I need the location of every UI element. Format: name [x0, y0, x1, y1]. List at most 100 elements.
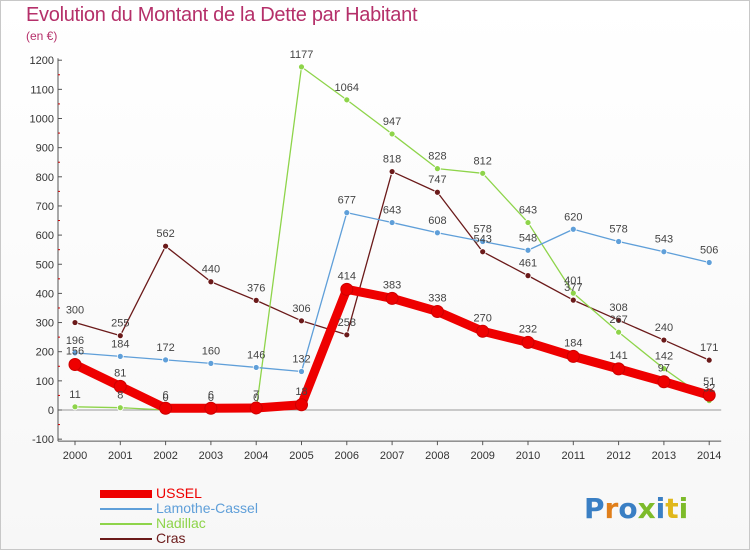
- data-point-nadillac: [388, 130, 396, 138]
- data-label-ussel: 156: [66, 346, 84, 358]
- y-tick-label: 1000: [30, 114, 54, 126]
- data-label-ussel: 6: [208, 389, 214, 401]
- data-label-lamothe-cassel: 608: [428, 215, 446, 227]
- x-tick-label: 2011: [561, 450, 585, 462]
- chart-unit: (en €): [26, 29, 58, 43]
- data-label-ussel: 383: [383, 279, 401, 291]
- data-point-cras: [615, 316, 622, 324]
- data-label-cras: 258: [338, 317, 356, 329]
- logo-letter: r: [604, 492, 619, 525]
- data-label-lamothe-cassel: 677: [338, 195, 356, 207]
- legend-label-nadillac: Nadillac: [156, 515, 206, 531]
- data-point-nadillac: [615, 328, 622, 336]
- data-label-cras: 562: [156, 228, 174, 240]
- data-label-cras: 461: [519, 258, 537, 270]
- data-point-lamothe-cassel: [252, 364, 260, 371]
- data-label-lamothe-cassel: 643: [383, 205, 401, 217]
- y-tick-label: 600: [36, 230, 54, 242]
- data-label-nadillac: 947: [383, 116, 401, 128]
- logo-letter: t: [665, 492, 679, 525]
- data-point-lamothe-cassel: [479, 238, 487, 245]
- data-point-lamothe-cassel: [116, 352, 124, 360]
- data-label-lamothe-cassel: 506: [700, 245, 718, 257]
- data-label-ussel: 338: [428, 292, 446, 304]
- x-tick-label: 2003: [199, 450, 223, 462]
- legend-swatch-lamothe-cassel: [100, 508, 152, 510]
- data-label-ussel: 51: [703, 376, 715, 388]
- data-point-cras: [71, 319, 79, 326]
- data-label-nadillac: 11: [69, 389, 80, 401]
- x-tick-label: 2005: [289, 450, 313, 462]
- legend-swatch-ussel: [100, 490, 152, 498]
- y-tick-label: -100: [32, 434, 54, 446]
- data-label-cras: 300: [66, 305, 84, 317]
- data-point-ussel: [249, 401, 263, 415]
- data-point-cras: [479, 248, 487, 256]
- data-point-ussel: [113, 379, 127, 393]
- legend-item-cras[interactable]: Cras: [100, 530, 400, 546]
- data-point-cras: [388, 168, 396, 175]
- data-label-cras: 240: [655, 322, 673, 334]
- data-point-lamothe-cassel: [660, 248, 668, 256]
- legend-swatch-cras: [100, 538, 152, 540]
- data-point-lamothe-cassel: [207, 359, 215, 367]
- data-point-cras: [298, 317, 305, 325]
- legend-item-nadillac[interactable]: Nadillac: [100, 515, 400, 531]
- data-label-ussel: 141: [609, 350, 627, 362]
- legend-swatch-nadillac: [100, 523, 152, 525]
- data-point-cras: [252, 296, 260, 304]
- data-point-cras: [433, 188, 441, 196]
- chart-title: Evolution du Montant de la Dette par Hab…: [26, 4, 418, 26]
- data-point-nadillac: [433, 165, 441, 173]
- data-label-ussel: 184: [564, 337, 582, 349]
- data-label-nadillac: 401: [564, 275, 582, 287]
- data-label-cras: 377: [564, 282, 582, 294]
- x-tick-label: 2008: [425, 450, 449, 462]
- x-tick-label: 2002: [153, 450, 177, 462]
- logo-letter: i: [655, 492, 666, 525]
- data-label-ussel: 232: [519, 323, 537, 335]
- legend-item-lamothe-cassel[interactable]: Lamothe-Cassel: [100, 500, 400, 516]
- data-point-lamothe-cassel: [524, 246, 532, 254]
- data-point-nadillac: [71, 403, 79, 411]
- data-label-cras: 171: [700, 342, 718, 354]
- data-label-lamothe-cassel: 620: [564, 211, 582, 223]
- data-point-ussel: [340, 282, 354, 296]
- x-tick-label: 2010: [516, 450, 540, 462]
- data-label-lamothe-cassel: 146: [247, 349, 265, 361]
- data-point-cras: [162, 242, 170, 250]
- data-label-nadillac: 267: [609, 314, 627, 326]
- data-point-cras: [524, 272, 532, 280]
- data-point-cras: [343, 331, 351, 339]
- data-point-ussel: [612, 362, 626, 376]
- data-point-nadillac: [298, 63, 305, 71]
- y-tick-label: 700: [36, 201, 54, 213]
- data-label-ussel: 81: [114, 367, 126, 379]
- logo-letter: o: [618, 492, 638, 525]
- y-tick-label: 1100: [30, 84, 54, 96]
- data-label-lamothe-cassel: 132: [292, 354, 310, 366]
- logo-letter: P: [584, 492, 605, 525]
- data-label-ussel: 18: [295, 386, 307, 398]
- data-label-ussel: 7: [253, 389, 259, 401]
- data-point-lamothe-cassel: [388, 219, 396, 226]
- data-point-lamothe-cassel: [162, 356, 170, 364]
- data-label-lamothe-cassel: 578: [474, 224, 492, 236]
- x-tick-label: 2006: [335, 450, 359, 462]
- data-point-lamothe-cassel: [569, 225, 577, 233]
- data-point-lamothe-cassel: [705, 259, 713, 266]
- data-label-cras: 818: [383, 154, 401, 166]
- legend-item-ussel[interactable]: USSEL: [100, 485, 400, 501]
- y-tick-label: 400: [36, 288, 54, 300]
- data-point-ussel: [204, 401, 218, 415]
- y-tick-label: 800: [36, 172, 54, 184]
- data-point-lamothe-cassel: [343, 209, 351, 217]
- data-label-cras: 440: [202, 264, 220, 276]
- data-point-ussel: [476, 324, 490, 338]
- legend-label-lamothe-cassel: Lamothe-Cassel: [156, 500, 258, 516]
- x-tick-label: 2007: [380, 450, 404, 462]
- data-point-cras: [705, 356, 713, 364]
- data-point-nadillac: [524, 219, 532, 226]
- series-lines: [68, 63, 716, 415]
